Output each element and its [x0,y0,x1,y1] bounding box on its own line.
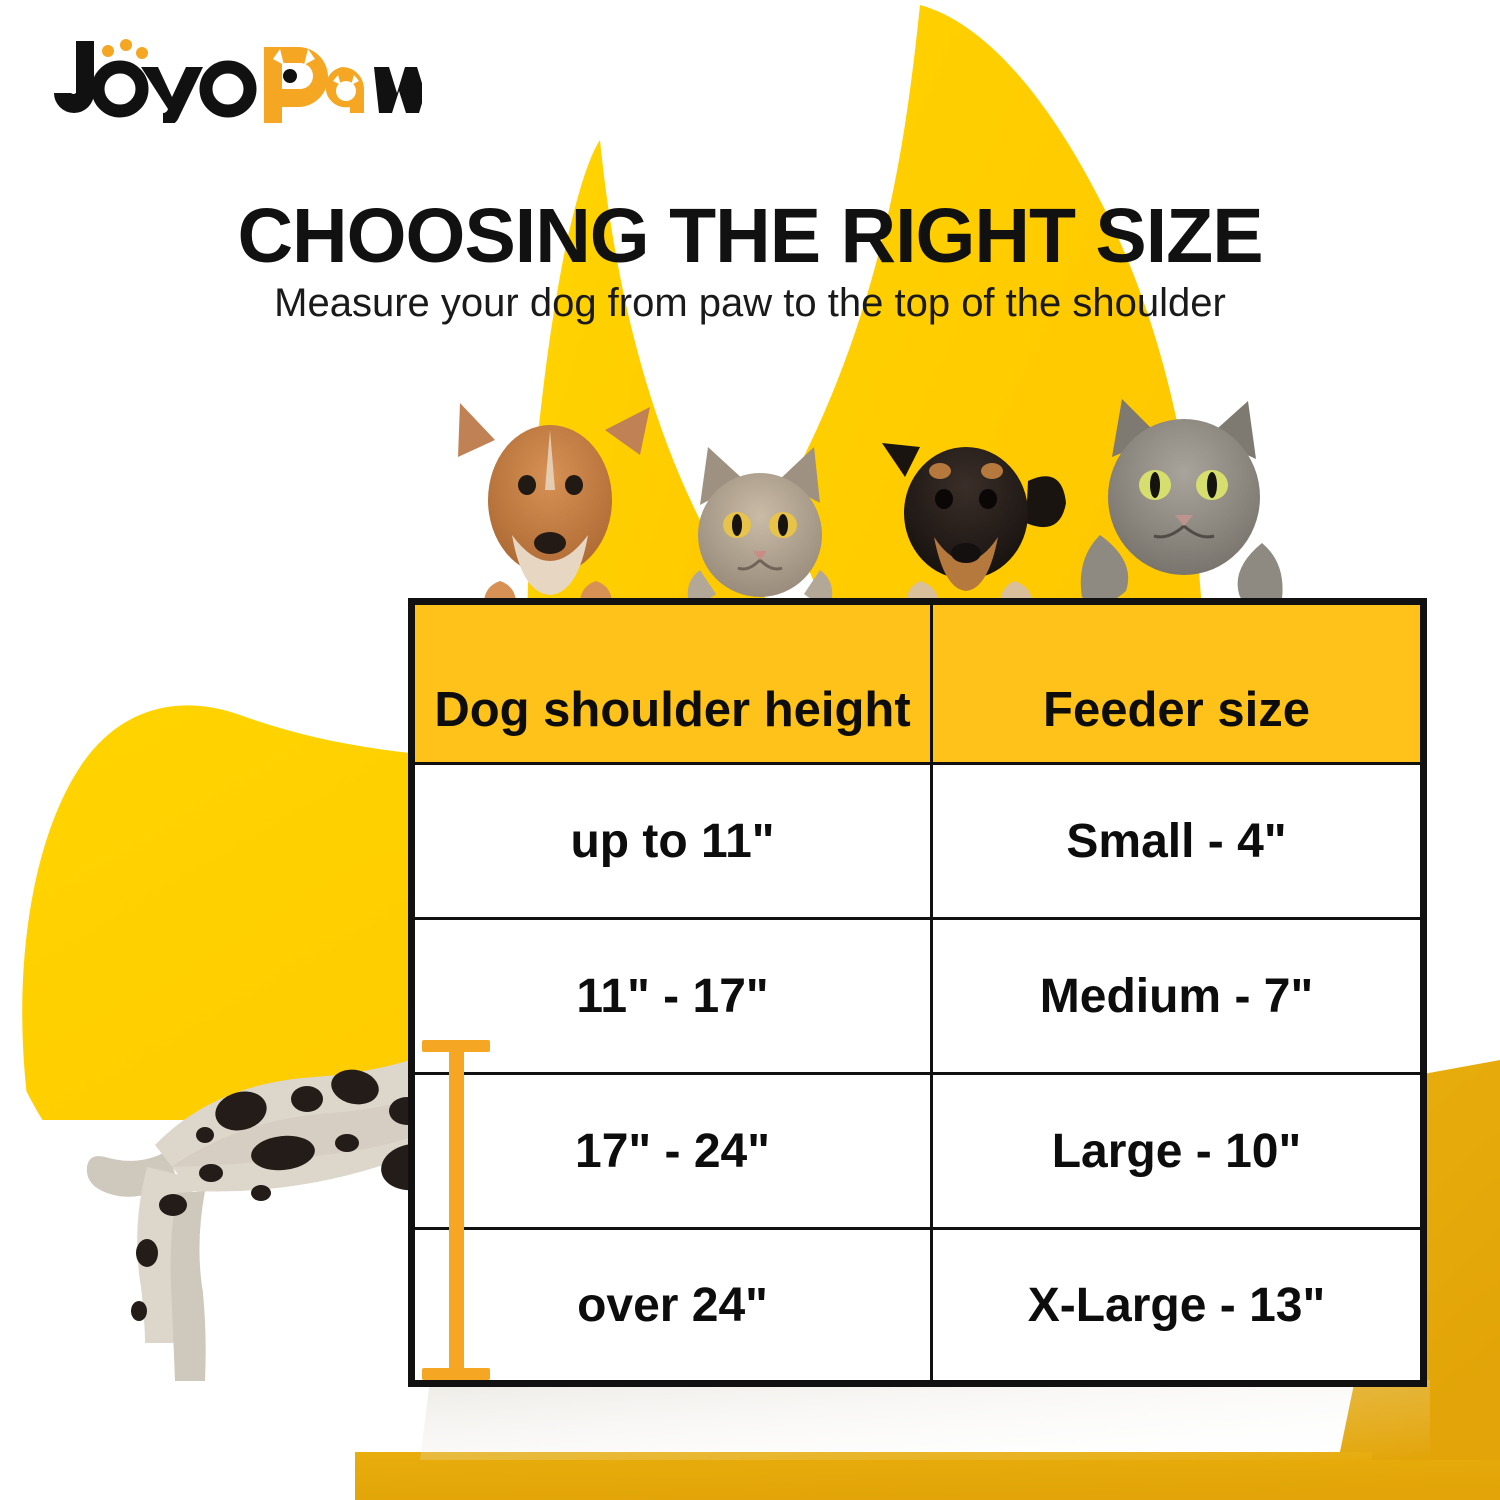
table-row: 11" - 17" Medium - 7" [411,917,1424,1075]
table-row: up to 11" Small - 4" [411,762,1424,920]
logo-paw-dot [102,45,114,57]
table-row: 17" - 24" Large - 10" [411,1072,1424,1230]
logo-cat-head-a [325,67,364,113]
page-subtitle: Measure your dog from paw to the top of … [274,281,1226,325]
table-row: over 24" X-Large - 13" [411,1227,1424,1384]
logo-letter-w [374,67,422,113]
cell-feeder-size: Large - 10" [930,1072,1424,1230]
brand-logo[interactable] [52,33,422,123]
table-header-row: Dog shoulder height Feeder size [411,601,1424,765]
column-header-dog-height: Dog shoulder height [411,601,933,765]
cell-dog-height: over 24" [411,1227,933,1384]
pets-photo-strip [458,399,1283,625]
gray-cat-photo [1080,399,1283,608]
shoulder-height-measure-line [422,1040,490,1380]
cell-dog-height: 17" - 24" [411,1072,933,1230]
logo-letter-y [141,67,203,123]
cell-dog-height: 11" - 17" [411,917,933,1075]
rottweiler-puppy-photo [882,443,1066,623]
measure-shaft [449,1040,464,1380]
logo-letter-j [54,41,94,113]
size-chart-table: Dog shoulder height Feeder size up to 11… [408,598,1427,1387]
logo-paw-dot [136,47,148,59]
measure-cap-bottom [422,1368,490,1380]
cell-dog-height: up to 11" [411,762,933,920]
brown-dog-photo [458,403,650,625]
logo-paw-dot [120,39,132,51]
tabby-cat-photo [687,447,833,602]
page-title: CHOOSING THE RIGHT SIZE [237,193,1263,279]
cell-feeder-size: Small - 4" [930,762,1424,920]
logo-letter-o1 [91,60,149,118]
logo-dog-head-p [264,47,328,123]
cell-feeder-size: Medium - 7" [930,917,1424,1075]
column-header-feeder-size: Feeder size [930,601,1424,765]
cell-feeder-size: X-Large - 13" [930,1227,1424,1384]
logo-letter-o2 [199,60,257,118]
